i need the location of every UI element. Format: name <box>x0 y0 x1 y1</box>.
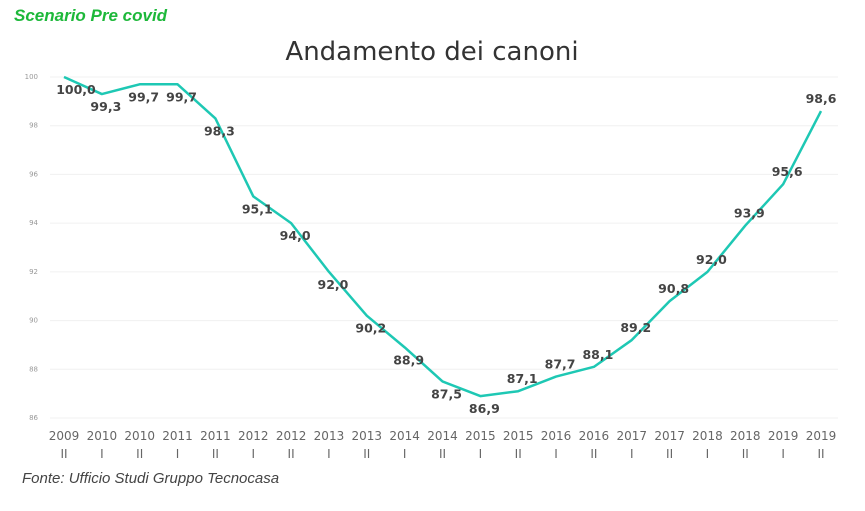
x-tick-year: 2012 <box>238 429 269 443</box>
y-tick-label: 90 <box>29 317 38 325</box>
x-tick-semester: I <box>554 447 558 461</box>
x-tick-semester: I <box>479 447 483 461</box>
x-tick-year: 2018 <box>730 429 761 443</box>
data-label: 95,1 <box>242 201 273 216</box>
x-tick-semester: II <box>666 447 673 461</box>
x-tick-year: 2015 <box>503 429 534 443</box>
x-tick-year: 2015 <box>465 429 496 443</box>
x-tick-semester: II <box>288 447 295 461</box>
x-tick-semester: I <box>630 447 634 461</box>
data-label: 99,3 <box>90 99 121 114</box>
data-label: 87,5 <box>431 386 462 401</box>
y-tick-label: 94 <box>29 219 38 227</box>
data-label: 86,9 <box>469 401 500 416</box>
x-tick-year: 2016 <box>579 429 610 443</box>
scenario-label: Scenario Pre covid <box>14 6 168 25</box>
y-tick-label: 86 <box>29 414 38 422</box>
x-tick-semester: II <box>136 447 143 461</box>
y-tick-label: 92 <box>29 268 38 276</box>
data-label: 90,2 <box>355 321 386 336</box>
data-label: 95,6 <box>772 164 803 179</box>
x-tick-semester: II <box>742 447 749 461</box>
data-label: 94,0 <box>280 228 311 243</box>
series-line <box>63 75 823 398</box>
data-label: 98,3 <box>204 123 235 138</box>
data-label: 98,6 <box>806 91 837 106</box>
y-tick-label: 96 <box>29 170 38 178</box>
x-tick-semester: I <box>403 447 407 461</box>
data-label: 99,7 <box>166 89 197 104</box>
y-tick-label: 100 <box>25 73 38 81</box>
data-label: 88,9 <box>393 352 424 367</box>
x-tick-semester: II <box>439 447 446 461</box>
x-tick-semester: I <box>100 447 104 461</box>
x-tick-year: 2009 <box>49 429 80 443</box>
x-tick-year: 2010 <box>87 429 118 443</box>
chart-title: Andamento dei canoni <box>285 37 578 67</box>
x-tick-year: 2014 <box>389 429 420 443</box>
data-label: 90,8 <box>658 281 689 296</box>
y-tick-label: 88 <box>29 365 38 373</box>
x-tick-year: 2013 <box>352 429 383 443</box>
x-tick-semester: II <box>212 447 219 461</box>
source-note: Fonte: Ufficio Studi Gruppo Tecnocasa <box>22 470 280 487</box>
data-label: 92,0 <box>318 277 349 292</box>
x-tick-year: 2012 <box>276 429 307 443</box>
x-tick-semester: I <box>327 447 331 461</box>
x-tick-year: 2018 <box>692 429 723 443</box>
x-tick-semester: I <box>251 447 255 461</box>
data-label: 88,1 <box>582 347 613 362</box>
x-tick-year: 2019 <box>768 429 799 443</box>
x-tick-semester: II <box>817 447 824 461</box>
x-tick-semester: II <box>515 447 522 461</box>
x-tick-year: 2011 <box>200 429 231 443</box>
x-tick-semester: I <box>176 447 180 461</box>
x-tick-semester: II <box>363 447 370 461</box>
data-label: 92,0 <box>696 252 727 267</box>
data-label: 100,0 <box>56 82 96 97</box>
x-tick-year: 2017 <box>654 429 685 443</box>
x-tick-semester: I <box>781 447 785 461</box>
x-tick-year: 2010 <box>124 429 155 443</box>
x-tick-year: 2019 <box>806 429 837 443</box>
data-label: 87,7 <box>545 357 576 372</box>
y-tick-label: 98 <box>29 122 38 130</box>
x-tick-year: 2016 <box>541 429 572 443</box>
x-tick-year: 2011 <box>162 429 193 443</box>
x-tick-year: 2013 <box>314 429 345 443</box>
data-label: 87,1 <box>507 371 538 386</box>
data-label: 89,2 <box>620 320 651 335</box>
data-label: 93,9 <box>734 206 765 221</box>
x-tick-semester: I <box>706 447 710 461</box>
x-tick-year: 2017 <box>616 429 647 443</box>
x-tick-year: 2014 <box>427 429 458 443</box>
x-tick-semester: II <box>590 447 597 461</box>
data-label: 99,7 <box>128 89 159 104</box>
x-tick-semester: II <box>60 447 67 461</box>
